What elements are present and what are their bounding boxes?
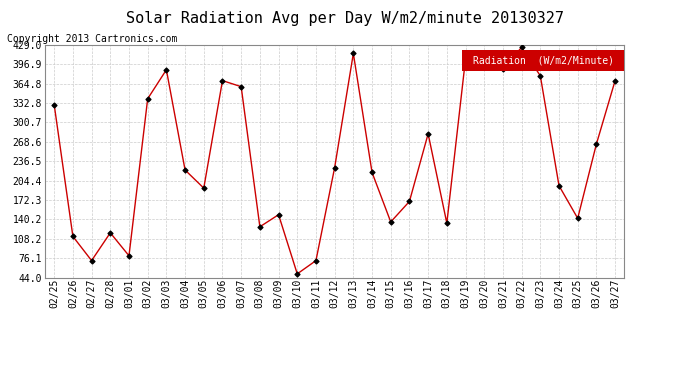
Point <box>553 183 564 189</box>
Point <box>404 198 415 204</box>
Point <box>422 131 433 137</box>
Point <box>161 67 172 73</box>
Point <box>609 78 620 84</box>
Point <box>479 51 490 57</box>
Point <box>255 224 266 230</box>
Point <box>68 233 79 239</box>
Point <box>86 258 97 264</box>
Point <box>442 220 453 226</box>
Point <box>179 167 190 173</box>
Point <box>124 253 135 259</box>
Point <box>348 51 359 57</box>
Point <box>198 185 209 191</box>
Point <box>49 102 60 108</box>
Point <box>572 215 583 221</box>
FancyBboxPatch shape <box>462 50 624 70</box>
Point <box>273 212 284 218</box>
Point <box>236 84 247 90</box>
Point <box>292 271 303 277</box>
Point <box>535 73 546 79</box>
Text: Radiation  (W/m2/Minute): Radiation (W/m2/Minute) <box>473 55 614 65</box>
Text: Copyright 2013 Cartronics.com: Copyright 2013 Cartronics.com <box>7 34 177 44</box>
Point <box>329 165 340 171</box>
Point <box>105 230 116 236</box>
Point <box>385 219 396 225</box>
Point <box>516 44 527 50</box>
Point <box>310 258 322 264</box>
Point <box>217 78 228 84</box>
Point <box>142 96 153 102</box>
Point <box>460 56 471 62</box>
Point <box>366 170 377 176</box>
Text: Solar Radiation Avg per Day W/m2/minute 20130327: Solar Radiation Avg per Day W/m2/minute … <box>126 11 564 26</box>
Point <box>497 66 509 72</box>
Point <box>591 141 602 147</box>
